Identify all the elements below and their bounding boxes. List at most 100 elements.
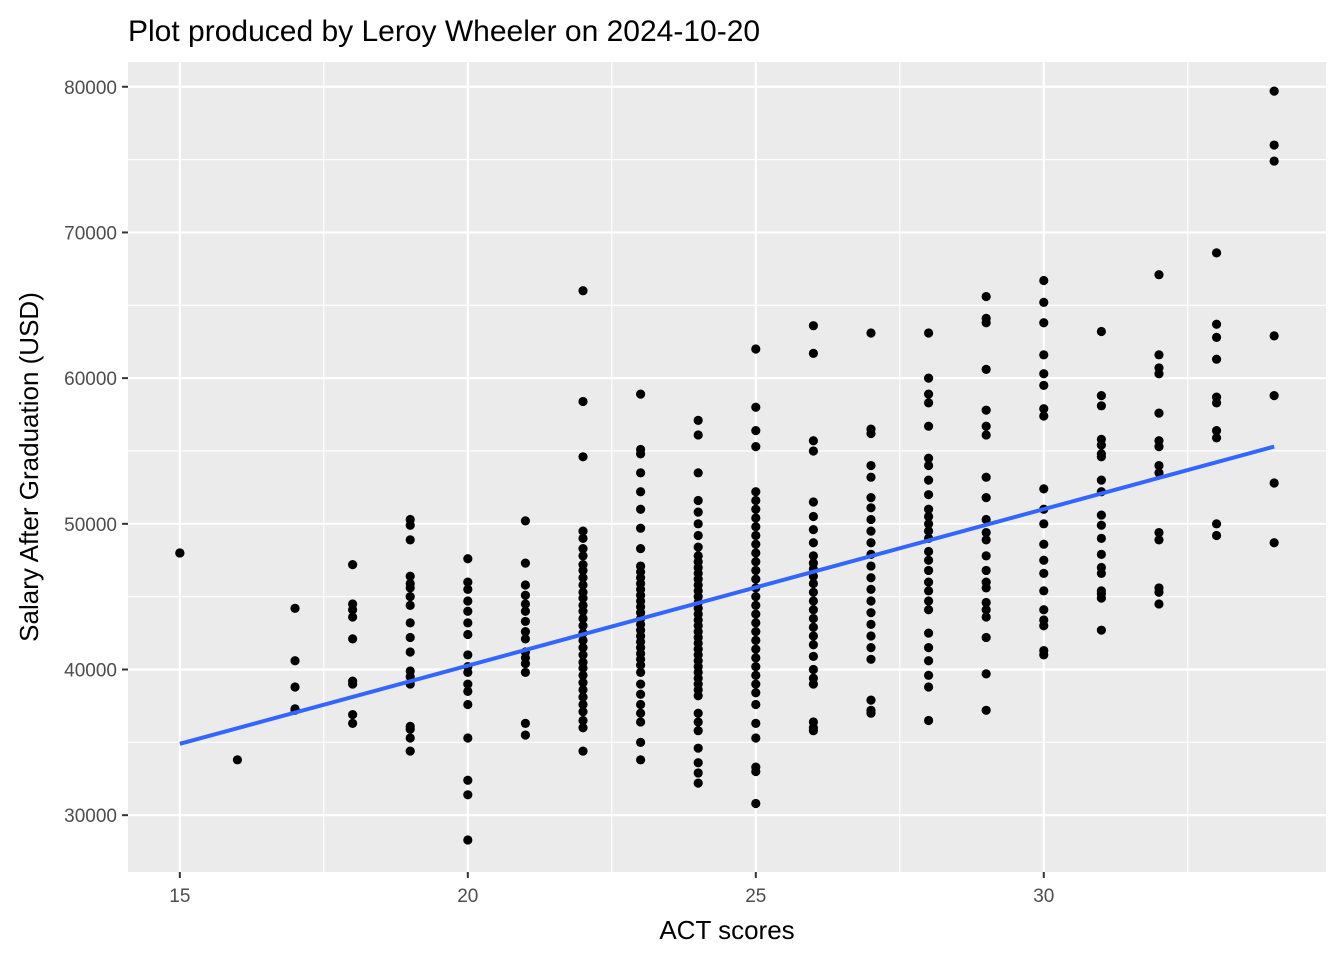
data-point xyxy=(290,682,300,692)
data-point xyxy=(348,634,358,644)
data-point xyxy=(578,396,588,407)
data-point xyxy=(693,743,703,753)
data-point xyxy=(1269,86,1279,96)
data-point xyxy=(866,538,876,548)
data-point xyxy=(866,708,876,718)
data-point xyxy=(405,733,415,743)
plot-panel xyxy=(128,62,1326,872)
data-point xyxy=(981,565,991,576)
data-point xyxy=(463,775,473,785)
data-point xyxy=(981,364,991,374)
data-point xyxy=(232,755,243,765)
data-point xyxy=(923,389,934,399)
data-point xyxy=(578,551,588,561)
data-point xyxy=(520,730,531,740)
data-point xyxy=(578,606,588,616)
data-point xyxy=(1039,650,1049,660)
data-point xyxy=(751,627,761,637)
data-point xyxy=(981,430,991,440)
data-point xyxy=(578,580,588,590)
data-point xyxy=(866,695,876,705)
data-point xyxy=(1096,440,1106,450)
data-point xyxy=(405,647,415,657)
data-point xyxy=(578,670,588,680)
data-point xyxy=(751,504,761,514)
data-point xyxy=(405,535,415,545)
data-point xyxy=(1211,433,1222,443)
x-axis: 15 20 25 30 xyxy=(169,872,1054,907)
data-point xyxy=(1154,527,1164,538)
data-point xyxy=(808,651,818,661)
data-point xyxy=(1211,530,1222,541)
data-point xyxy=(981,583,991,593)
data-point xyxy=(636,689,646,699)
data-point xyxy=(866,460,876,471)
data-point xyxy=(808,551,818,561)
data-point xyxy=(636,449,646,459)
data-point xyxy=(751,766,761,777)
data-point xyxy=(463,650,473,660)
data-point xyxy=(1039,605,1049,615)
data-point xyxy=(405,632,415,643)
data-point xyxy=(405,600,415,610)
data-point xyxy=(578,746,588,756)
data-point xyxy=(751,522,761,532)
data-point xyxy=(923,373,934,383)
data-point xyxy=(520,580,531,590)
data-point xyxy=(923,421,934,431)
data-point xyxy=(1211,398,1222,408)
data-point xyxy=(1039,318,1049,328)
data-point xyxy=(808,726,818,736)
data-point xyxy=(923,519,934,529)
data-point xyxy=(1039,568,1049,578)
data-point xyxy=(981,421,991,431)
data-point xyxy=(981,472,991,482)
data-point xyxy=(636,708,646,718)
data-point xyxy=(290,656,300,666)
data-point xyxy=(405,746,415,756)
data-point xyxy=(751,718,761,729)
data-point xyxy=(463,790,473,800)
data-point xyxy=(636,504,646,514)
data-point xyxy=(808,497,818,507)
data-point xyxy=(866,526,876,536)
data-point xyxy=(1096,568,1106,578)
data-point xyxy=(290,603,300,613)
y-tick-label: 40000 xyxy=(64,661,117,682)
data-point xyxy=(923,586,934,596)
y-axis: 30000 40000 50000 60000 70000 80000 xyxy=(64,78,128,827)
data-point xyxy=(693,691,703,701)
data-point xyxy=(693,519,703,529)
data-point xyxy=(808,578,818,589)
data-point xyxy=(1154,468,1164,478)
data-point xyxy=(1096,475,1106,485)
data-point xyxy=(578,526,588,536)
data-point xyxy=(1039,380,1049,391)
data-point xyxy=(1154,599,1164,609)
data-point xyxy=(636,523,646,533)
data-point xyxy=(578,533,588,543)
data-point xyxy=(636,667,646,678)
data-point xyxy=(463,629,473,640)
data-point xyxy=(923,460,934,471)
data-point xyxy=(578,692,588,702)
data-point xyxy=(1154,350,1164,360)
data-point xyxy=(1269,538,1279,548)
data-point xyxy=(578,707,588,717)
data-point xyxy=(923,605,934,615)
data-point xyxy=(520,634,531,644)
data-point xyxy=(866,608,876,618)
data-point xyxy=(751,539,761,549)
data-point xyxy=(1039,369,1049,379)
data-point xyxy=(923,715,934,726)
data-point xyxy=(693,530,703,541)
data-point xyxy=(1211,248,1222,258)
data-point xyxy=(808,587,818,597)
data-point xyxy=(636,737,646,747)
data-point xyxy=(405,592,415,602)
data-point xyxy=(923,596,934,606)
data-point xyxy=(463,606,473,616)
data-point xyxy=(693,542,703,552)
data-point xyxy=(751,402,761,412)
data-point xyxy=(808,613,818,624)
